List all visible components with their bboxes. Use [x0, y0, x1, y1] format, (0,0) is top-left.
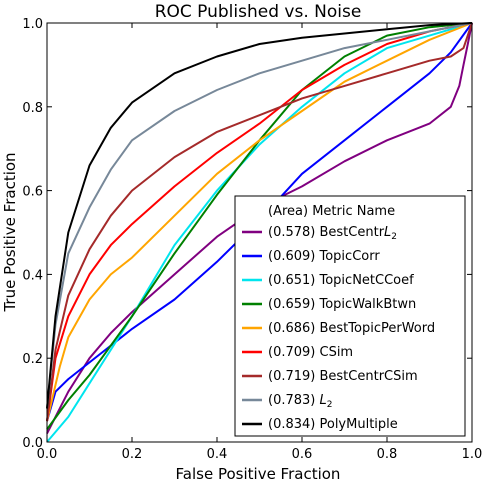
y-tick-label: 0.6: [22, 185, 43, 200]
x-tick-label: 0.8: [377, 447, 398, 462]
series-line-5: [46, 22, 473, 422]
series-line-2: [46, 22, 473, 443]
legend-entry-5: (0.709) CSim: [268, 345, 353, 360]
series-layer: [46, 22, 473, 443]
series-line-0: [46, 22, 473, 435]
legend-entry-1: (0.609) TopicCorr: [268, 249, 380, 264]
legend-entry-3: (0.659) TopicWalkBtwn: [268, 297, 416, 312]
y-tick-label: 1.0: [22, 17, 43, 32]
legend-entry-4: (0.686) BestTopicPerWord: [268, 321, 435, 336]
y-tick-label: 0.0: [22, 436, 43, 451]
legend-entry-2: (0.651) TopicNetCCoef: [268, 273, 414, 288]
legend-title: (Area) Metric Name: [268, 204, 395, 219]
ticks-layer: 0.0 0.2 0.4 0.6 0.8 1.0 0.0 0.2 0.4 0.6 0.8 1.0: [22, 17, 482, 462]
y-tick-label: 0.8: [22, 101, 43, 116]
legend-entry-6: (0.719) BestCentrCSim: [268, 369, 418, 384]
x-tick-label: 0.2: [122, 447, 143, 462]
legend: (Area) Metric Name (0.578) BestCentrL2 (0…: [234, 195, 466, 437]
x-tick-label: 0.4: [207, 447, 228, 462]
series-line-6: [46, 22, 473, 422]
x-tick-label: 0.0: [37, 447, 58, 462]
y-tick-label: 0.4: [22, 268, 43, 283]
series-line-7: [46, 22, 473, 409]
x-axis-label: False Positive Fraction: [176, 465, 341, 482]
series-line-1: [46, 22, 473, 422]
y-axis-label: True Positive Fraction: [1, 152, 19, 312]
legend-box: [234, 195, 466, 437]
x-tick-label: 1.0: [462, 447, 483, 462]
legend-entry-0: (0.578) BestCentrL2: [268, 225, 397, 242]
series-line-8: [46, 22, 473, 409]
plot-frame: [46, 22, 473, 443]
legend-entry-7: (0.783) L2: [268, 393, 332, 410]
y-tick-label: 0.2: [22, 352, 43, 367]
legend-entry-8: (0.834) PolyMultiple: [268, 417, 398, 432]
chart-title: ROC Published vs. Noise: [155, 2, 362, 22]
series-line-4: [46, 22, 473, 422]
series-line-3: [46, 22, 473, 430]
x-tick-label: 0.6: [292, 447, 313, 462]
